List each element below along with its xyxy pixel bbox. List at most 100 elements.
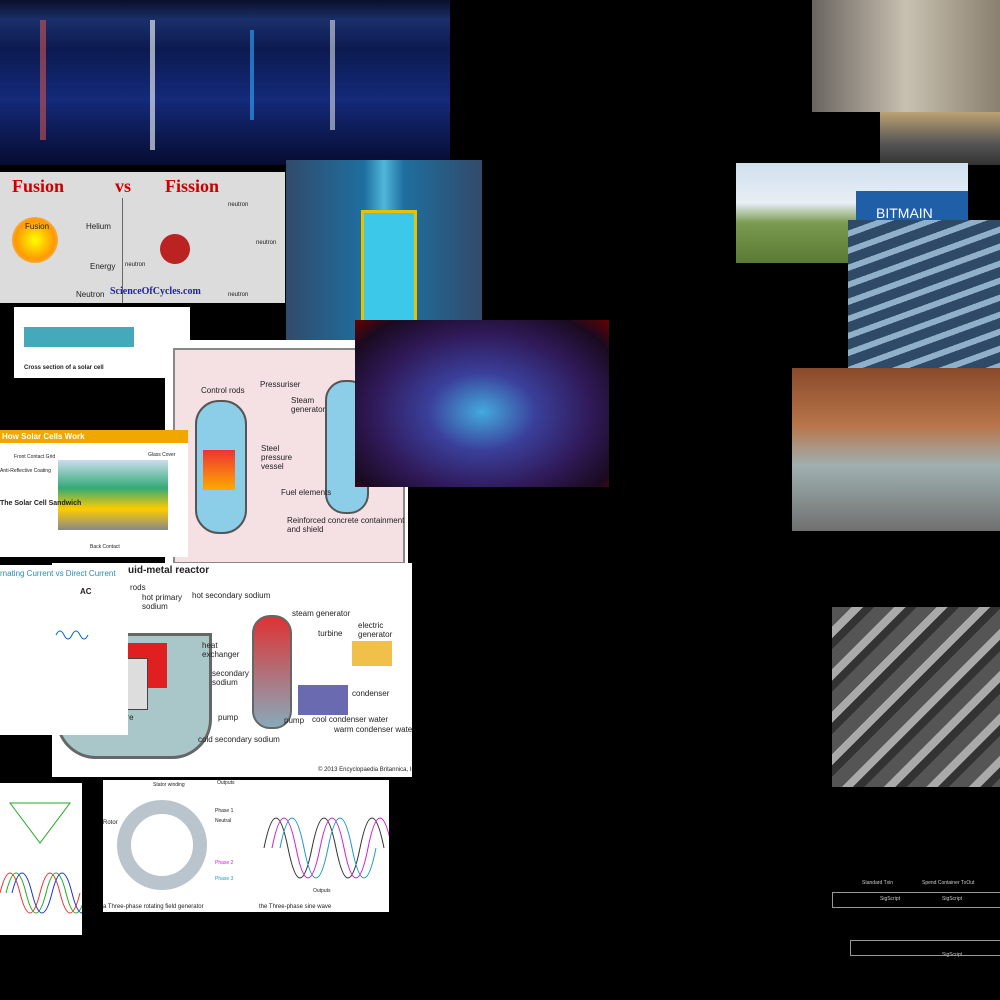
ac-dc-diagram: rnating Current vs Direct Current AC xyxy=(0,565,128,735)
caption: Cross section of a solar cell xyxy=(24,365,104,371)
label: Steel pressure vessel xyxy=(261,444,293,471)
light-reflection xyxy=(250,30,254,120)
label: l rods xyxy=(126,583,146,592)
label: electric generator xyxy=(358,621,393,639)
sine xyxy=(271,817,389,879)
mining-farm-photo xyxy=(812,0,1000,112)
label: Pressuriser xyxy=(260,380,301,389)
header-band xyxy=(0,430,188,443)
row xyxy=(850,940,1000,956)
logo: BITMAIN xyxy=(876,205,933,221)
sine xyxy=(5,872,82,914)
mining-hall-photo xyxy=(880,112,1000,165)
label: neutron xyxy=(228,292,249,298)
header: Standard Txin xyxy=(862,880,894,886)
fusion-glow xyxy=(12,217,58,263)
label: secondary sodium xyxy=(212,669,249,687)
plasma-photo xyxy=(355,320,609,487)
steam-generator xyxy=(252,615,292,729)
warehouse-photo xyxy=(792,368,1000,531)
label: turbine xyxy=(318,629,343,638)
solar-cell-cross-section: Cross section of a solar cell xyxy=(14,307,190,378)
label: cool condenser water xyxy=(312,715,389,724)
label: condenser xyxy=(352,689,390,698)
sine xyxy=(279,817,377,879)
label: Anti-Reflective Coating xyxy=(0,468,51,474)
label: Neutral xyxy=(215,818,232,824)
light-reflection xyxy=(150,20,155,150)
three-phase-circuit xyxy=(0,783,82,935)
label: hot secondary sodium xyxy=(192,591,271,600)
label: Outputs xyxy=(217,780,235,786)
label: pump xyxy=(218,713,239,722)
solar-cells-work: How Solar Cells Work Glass Cover Front C… xyxy=(0,430,188,557)
label: AC xyxy=(80,587,92,596)
condenser xyxy=(298,685,348,715)
caption: the Three-phase sine wave xyxy=(259,904,332,910)
cell: SigScript xyxy=(880,896,901,902)
label: heat exchanger xyxy=(202,641,240,659)
light-reflection xyxy=(40,20,46,140)
sine xyxy=(0,872,81,914)
title: How Solar Cells Work xyxy=(2,432,85,441)
waves xyxy=(0,802,82,914)
label: Reinforced concrete containment and shie… xyxy=(287,516,405,534)
cell: SigScript xyxy=(942,896,963,902)
label: Rotor xyxy=(103,820,118,826)
three-phase-generator: Stator winding Outputs Rotor Neutral Pha… xyxy=(103,780,389,912)
night-lake-photo xyxy=(0,0,450,165)
fuel xyxy=(203,450,235,490)
tx-table-diagram: Standard Txin Spend Container TxOut SigS… xyxy=(832,880,1000,1000)
label: Control rods xyxy=(201,386,245,395)
cell-3d xyxy=(58,460,168,530)
fusion-fission-diagram: Fusion vs Fission Fusion Helium Energy N… xyxy=(0,172,285,303)
caption: a Three-phase rotating field generator xyxy=(103,904,204,910)
mining-racks-photo xyxy=(848,220,1000,368)
sine xyxy=(55,630,89,640)
electric-generator xyxy=(352,641,392,666)
label: Fuel elements xyxy=(281,488,332,497)
light-reflection xyxy=(330,20,335,130)
label: Neutron xyxy=(76,290,105,299)
title: vs xyxy=(115,176,132,196)
label: neutron xyxy=(125,262,146,268)
label: hot primary sodium xyxy=(142,593,183,611)
title: rnating Current vs Direct Current xyxy=(0,569,116,578)
title: Fusion xyxy=(12,176,65,196)
credit: © 2013 Encyclopaedia Britannica, Inc. xyxy=(318,767,412,773)
label: Phase 1 xyxy=(215,808,234,814)
label: cold secondary sodium xyxy=(198,735,280,744)
header: Spend Container TxOut xyxy=(922,880,975,886)
label: pump xyxy=(284,716,305,725)
chip-sem-photo xyxy=(832,607,1000,787)
label: steam generator xyxy=(292,609,351,618)
title: Fission xyxy=(165,176,220,196)
label: neutron xyxy=(256,240,277,246)
divider xyxy=(122,198,123,303)
label: warm condenser water xyxy=(334,725,412,734)
label: Helium xyxy=(86,222,111,231)
label: The Solar Cell Sandwich xyxy=(0,500,82,507)
cell-layer xyxy=(24,327,134,347)
label: Steam generator xyxy=(291,396,326,414)
sine xyxy=(11,872,82,914)
label: Front Contact Grid xyxy=(14,454,56,460)
label: Fusion xyxy=(25,222,50,231)
circuit xyxy=(9,802,71,844)
sine-waves xyxy=(263,817,389,879)
label: Back Contact xyxy=(90,544,120,550)
label: Phase 2 xyxy=(215,860,234,866)
sine xyxy=(263,817,385,879)
label: Stator winding xyxy=(153,782,185,788)
label: Phase 3 xyxy=(215,876,234,882)
title: uid-metal reactor xyxy=(128,565,210,576)
label: Glass Cover xyxy=(148,452,176,458)
row xyxy=(832,892,1000,908)
nucleus xyxy=(160,234,190,264)
label: Energy xyxy=(90,262,116,271)
label: neutron xyxy=(228,202,249,208)
stator xyxy=(117,800,207,890)
label: Outputs xyxy=(313,888,331,894)
wave xyxy=(55,630,89,640)
